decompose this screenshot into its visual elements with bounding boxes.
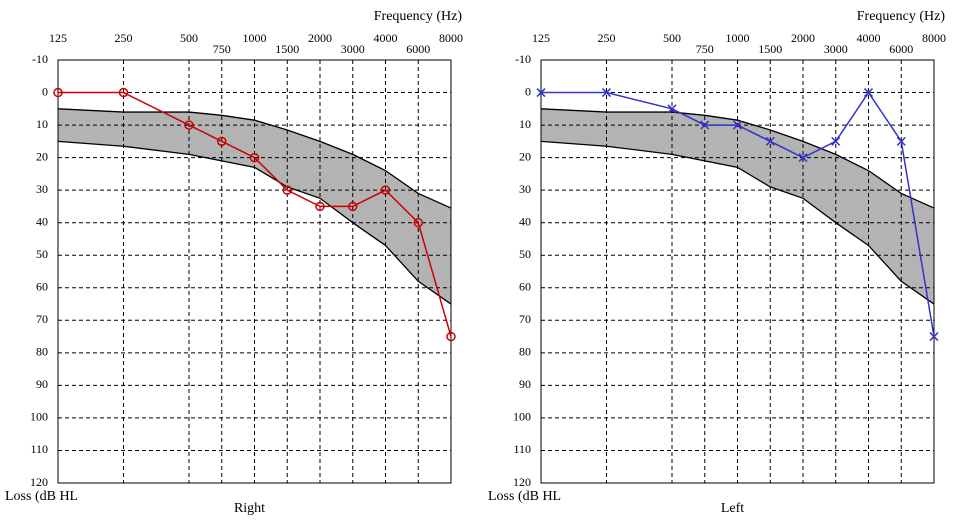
marker [536,88,546,98]
x-tick-label: 1500 [758,42,782,56]
y-tick-label: 110 [513,442,531,456]
marker [667,104,677,114]
y-tick-label: -10 [32,52,48,66]
marker [380,185,391,195]
x-tick-label: 1000 [726,31,750,45]
x-tick-label: 125 [532,31,550,45]
y-tick-label: 10 [36,117,48,131]
y-tick-label: 30 [36,182,48,196]
x-tick-label: 1500 [275,42,299,56]
x-tick-label: 8000 [439,31,463,45]
marker [217,136,227,147]
x-tick-label: 3000 [341,42,365,56]
x-tick-label: 125 [49,31,67,45]
y-tick-label: 90 [519,377,531,391]
marker [700,120,710,130]
x-tick-label: 500 [180,31,198,45]
marker [929,332,939,342]
y-axis-label: Loss (dB HL [5,489,78,504]
x-tick-label: 8000 [922,31,946,45]
x-tick-label: 500 [663,31,681,45]
x-axis-label: Frequency (Hz) [374,9,463,24]
x-tick-label: 250 [598,31,616,45]
marker [315,201,325,212]
y-tick-label: 40 [519,214,531,228]
y-tick-label: 70 [36,312,48,326]
marker [446,331,456,342]
chart-title: Right [234,501,265,516]
marker [765,136,775,146]
y-tick-label: 120 [30,475,48,489]
y-tick-label: 30 [519,182,531,196]
x-tick-label: 250 [115,31,133,45]
y-tick-label: 50 [36,247,48,261]
y-tick-label: 70 [519,312,531,326]
y-tick-label: 20 [36,149,48,163]
x-tick-label: 750 [213,42,231,56]
chart-title: Left [721,501,744,516]
y-tick-label: 60 [36,280,48,294]
y-tick-label: 40 [36,214,48,228]
y-axis-label: Loss (dB HL [488,489,561,504]
marker [184,120,194,130]
marker [249,152,260,163]
x-tick-label: 750 [696,42,714,56]
x-tick-label: 2000 [791,31,815,45]
marker [601,88,612,98]
marker [413,217,423,228]
marker [798,153,808,163]
x-tick-label: 4000 [857,31,881,45]
x-axis-label: Frequency (Hz) [857,9,946,24]
marker [896,136,906,146]
band-upper-line [540,108,935,209]
marker [732,120,743,130]
x-tick-label: 2000 [308,31,332,45]
marker [53,87,63,98]
y-tick-label: 110 [30,442,48,456]
marker [118,87,129,98]
y-tick-label: 90 [36,377,48,391]
x-tick-label: 4000 [374,31,398,45]
marker [282,185,292,195]
band-lower-line [540,140,935,305]
y-tick-label: 0 [525,84,531,98]
x-tick-label: 3000 [824,42,848,56]
y-tick-label: 120 [513,475,531,489]
x-tick-label: 6000 [406,42,430,56]
y-tick-label: 60 [519,280,531,294]
y-tick-label: 20 [519,149,531,163]
marker [863,88,874,98]
plot-frame [57,59,452,484]
y-tick-label: -10 [515,52,531,66]
y-tick-label: 0 [42,84,48,98]
y-tick-label: 10 [519,117,531,131]
band-upper-line [57,108,452,209]
y-tick-label: 100 [30,410,48,424]
y-tick-label: 50 [519,247,531,261]
y-tick-label: 80 [519,345,531,359]
series-line [58,91,452,337]
y-tick-label: 100 [513,410,531,424]
plot-frame [540,59,935,484]
marker [348,201,358,212]
marker [831,136,841,146]
x-tick-label: 6000 [889,42,913,56]
y-tick-label: 80 [36,345,48,359]
x-tick-label: 1000 [243,31,267,45]
